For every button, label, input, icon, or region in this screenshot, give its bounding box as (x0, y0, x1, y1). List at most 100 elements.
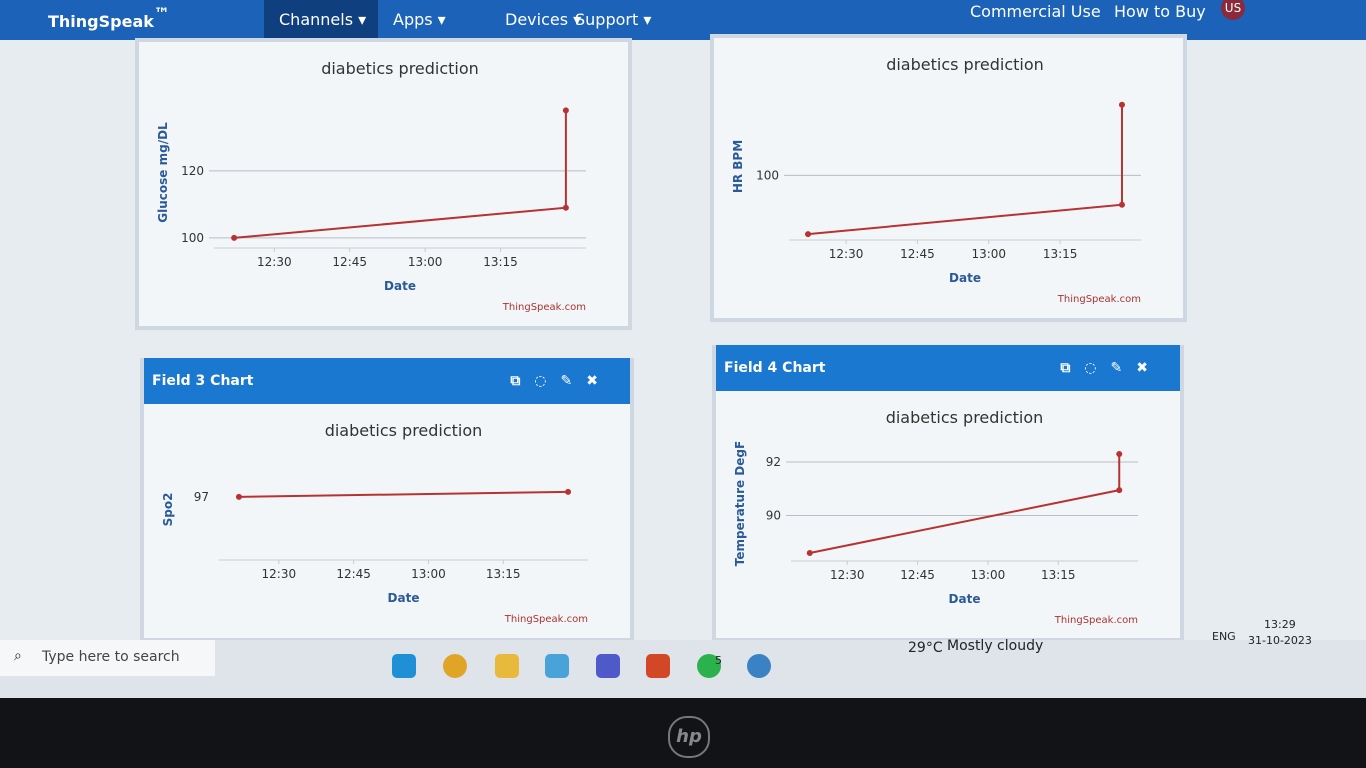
data-line (809, 454, 1121, 554)
nav-item[interactable]: Devices ▾ (505, 10, 582, 29)
taskbar: ⌕ Type here to search 5 29°C Mostly clou… (0, 618, 1366, 698)
y-axis-label: Temperature DegF (733, 441, 747, 566)
chart-panel: diabetics prediction Glucose mg/DL Date Thi… (135, 38, 632, 330)
trademark: ™ (153, 4, 170, 23)
nav-text: Apps (393, 10, 433, 29)
x-tick-label: 12:30 (830, 568, 865, 582)
x-tick-label: 13:00 (411, 567, 446, 581)
data-point (562, 107, 569, 114)
credit: ThingSpeak.com (1054, 615, 1138, 626)
panel-icons[interactable]: ⧉◌✎✖ (510, 373, 612, 389)
chart-title: diabetics prediction (325, 421, 483, 440)
app-icon[interactable] (545, 654, 569, 678)
data-point (1118, 101, 1125, 108)
data-point (1118, 201, 1125, 208)
y-axis-label: HR BPM (731, 140, 745, 193)
chart-title: diabetics prediction (321, 59, 479, 78)
data-point (805, 231, 812, 238)
powerpoint-icon[interactable] (646, 654, 670, 678)
x-tick-label: 12:45 (336, 567, 371, 581)
panel-header: Field 4 Chart ⧉◌✎✖ (716, 345, 1180, 391)
active-tab (264, 0, 378, 40)
y-tick-label: 100 (181, 231, 204, 245)
chart-panel: Field 4 Chart ⧉◌✎✖ diabetics prediction Te… (712, 345, 1184, 642)
x-axis-label: Date (949, 592, 981, 606)
x-tick-label: 12:30 (829, 247, 864, 261)
x-tick-label: 12:45 (900, 568, 935, 582)
nav-text: Channels (279, 10, 354, 29)
data-line (234, 110, 567, 239)
nav-text: Devices (505, 10, 569, 29)
nav-text: Support (575, 10, 639, 29)
x-tick-label: 13:15 (486, 567, 521, 581)
chart-title: diabetics prediction (886, 55, 1044, 74)
data-point (562, 204, 569, 211)
y-tick-label: 97 (194, 490, 209, 504)
data-point (231, 234, 238, 241)
panel-header: Field 3 Chart ⧉◌✎✖ (144, 358, 630, 404)
language[interactable]: ENG (1212, 630, 1236, 643)
x-tick-label: 13:00 (408, 255, 443, 269)
teams-icon[interactable] (596, 654, 620, 678)
credit: ThingSpeak.com (1057, 294, 1141, 305)
search-icon: ⌕ (14, 648, 22, 664)
brand-logo: hp (668, 716, 710, 758)
x-tick-label: 13:00 (971, 247, 1006, 261)
user-avatar[interactable]: US (1221, 0, 1245, 20)
credit: ThingSpeak.com (504, 614, 588, 625)
x-tick-label: 13:15 (1043, 247, 1078, 261)
data-point (235, 493, 242, 500)
credit: ThingSpeak.com (502, 302, 586, 313)
whatsapp-icon[interactable] (697, 654, 721, 678)
chart-panel: diabetics prediction HR BPM Date ThingSpeak… (710, 34, 1187, 322)
x-tick-label: 13:15 (1041, 568, 1076, 582)
data-line (238, 490, 569, 498)
clock-time[interactable]: 13:29 (1264, 618, 1296, 631)
y-tick-label: 100 (756, 168, 779, 182)
chart: diabetics prediction Temperature DegF Date… (733, 408, 1138, 626)
data-point (565, 488, 572, 495)
y-axis-label: Glucose mg/DL (156, 122, 170, 223)
panel-title: Field 3 Chart (152, 373, 254, 389)
nav-item[interactable]: Support ▾ (575, 10, 652, 29)
weather[interactable]: Mostly cloudy (947, 638, 1044, 654)
x-tick-label: 12:30 (262, 567, 297, 581)
clock-date[interactable]: 31-10-2023 (1248, 634, 1312, 647)
x-axis-label: Date (384, 279, 416, 293)
x-tick-label: 13:15 (483, 255, 518, 269)
panel-icons[interactable]: ⧉◌✎✖ (1060, 360, 1162, 376)
laptop-bezel: hp (0, 698, 1366, 768)
data-point (806, 549, 813, 556)
nav-link[interactable]: How to Buy (1114, 2, 1206, 21)
chart: diabetics prediction HR BPM Date ThingSpeak… (731, 55, 1141, 305)
edge-icon[interactable] (392, 654, 416, 678)
y-tick-label: 90 (766, 509, 781, 523)
temperature[interactable]: 29°C (908, 640, 943, 656)
y-tick-label: 92 (766, 455, 781, 469)
chart: diabetics prediction Glucose mg/DL Date Thi… (156, 59, 586, 313)
chart: diabetics prediction Spo2 Date ThingSpeak.c… (161, 421, 588, 625)
chart-title: diabetics prediction (886, 408, 1044, 427)
y-axis-label: Spo2 (161, 493, 175, 527)
chrome-icon[interactable] (443, 654, 467, 678)
brand-name: ThingSpeak (48, 12, 154, 31)
panel-title: Field 4 Chart (724, 360, 826, 376)
data-line (807, 104, 1123, 236)
nav-link[interactable]: Commercial Use (970, 2, 1101, 21)
x-tick-label: 13:00 (971, 568, 1006, 582)
nav-item[interactable]: Apps ▾ (393, 10, 446, 29)
x-tick-label: 12:30 (257, 255, 292, 269)
chart-panel: Field 3 Chart ⧉◌✎✖ diabetics prediction Sp… (140, 358, 634, 642)
search-box[interactable]: ⌕ Type here to search (0, 640, 215, 676)
search-placeholder: Type here to search (42, 649, 180, 665)
explorer-icon[interactable] (495, 654, 519, 678)
x-axis-label: Date (949, 271, 981, 285)
navbar: ThingSpeak™ Channels ▾ Apps ▾ Devices ▾ … (0, 0, 1366, 40)
nav-item[interactable]: Channels ▾ (279, 10, 367, 29)
brand[interactable]: ThingSpeak™ (48, 4, 170, 33)
data-point (1116, 487, 1123, 494)
chrome-profile-icon[interactable] (747, 654, 771, 678)
x-axis-label: Date (388, 591, 420, 605)
badge: 5 (715, 654, 722, 667)
